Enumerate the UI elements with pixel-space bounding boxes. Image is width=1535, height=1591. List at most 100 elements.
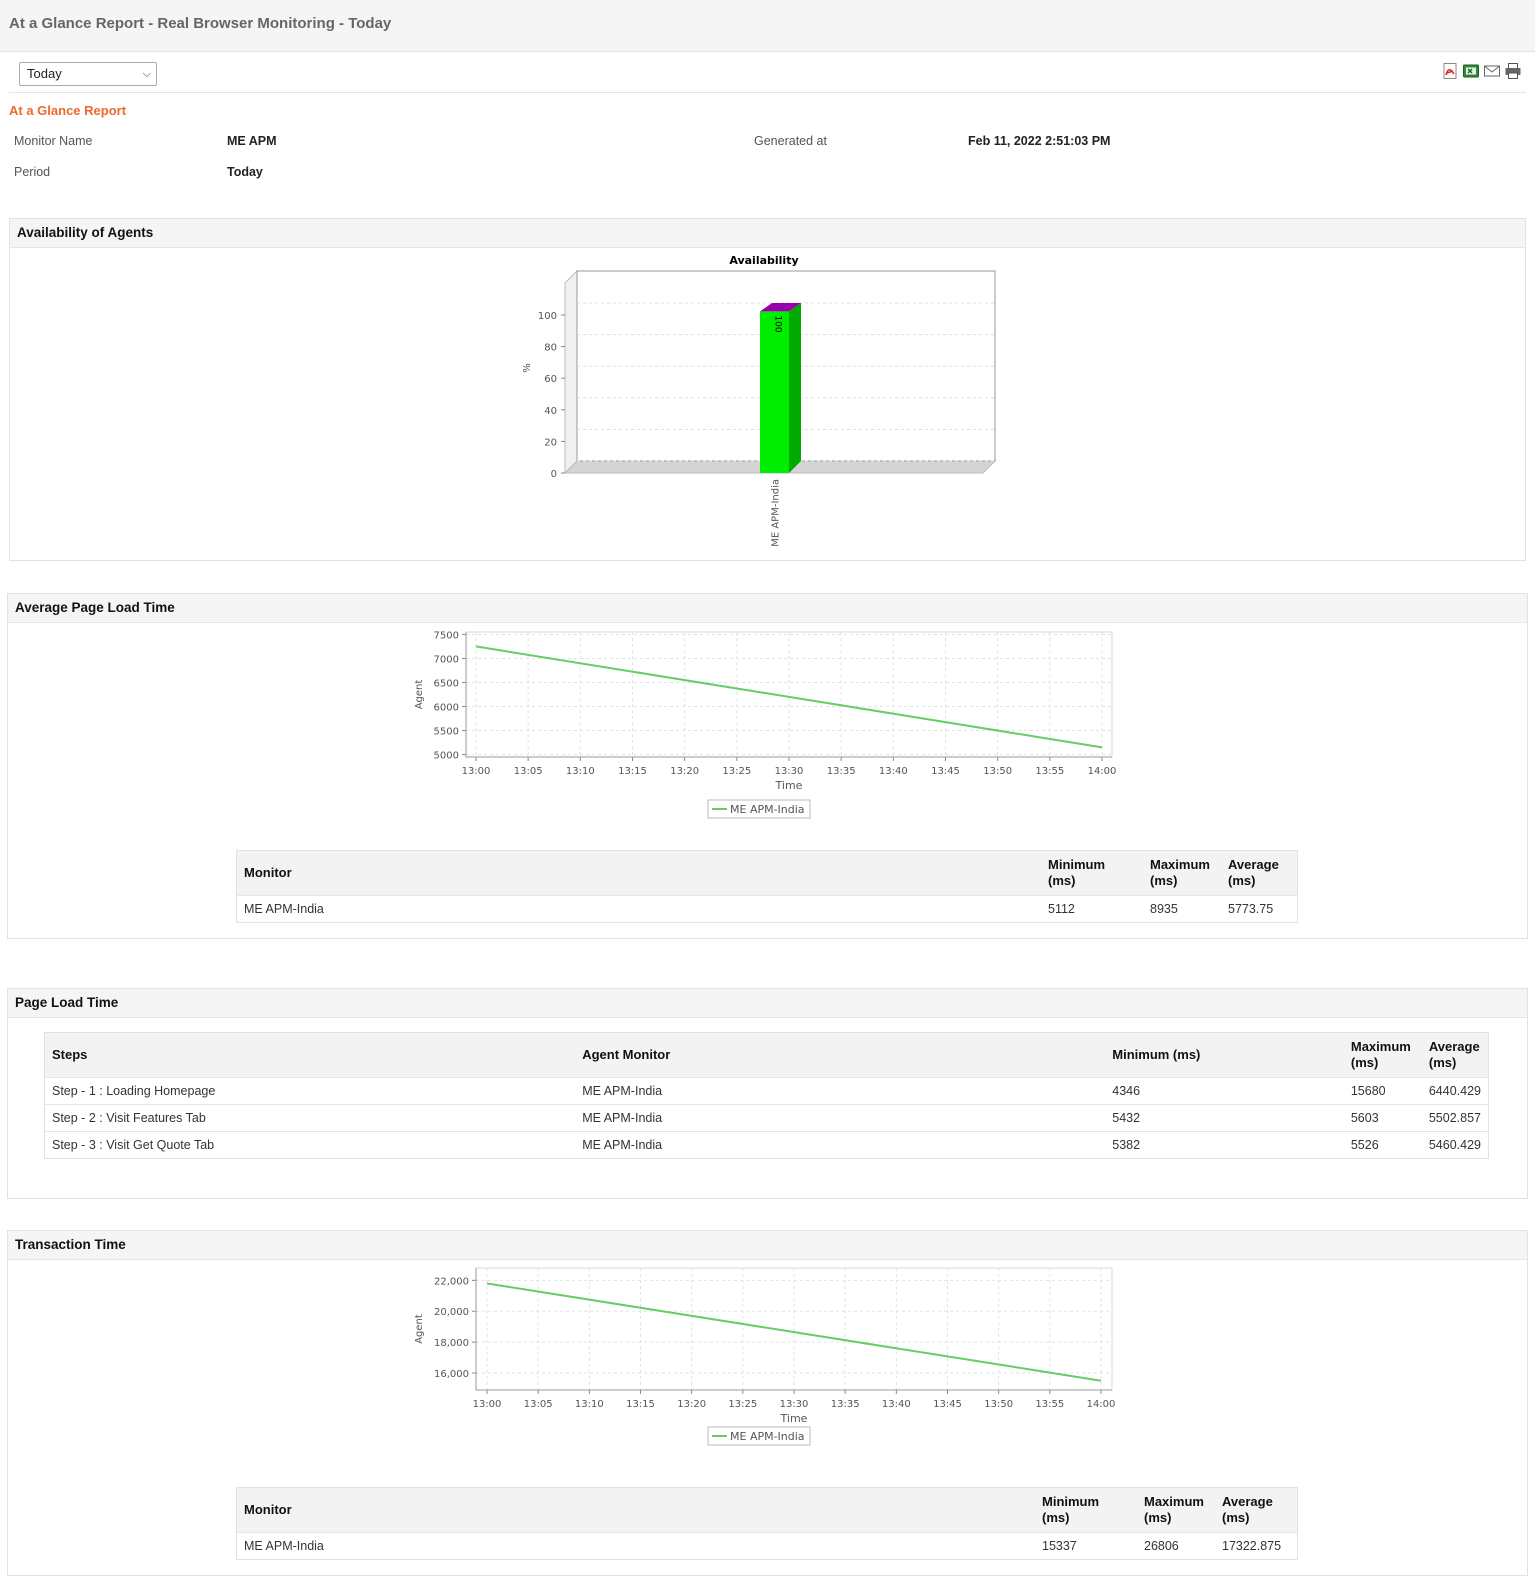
legend-box <box>707 799 811 819</box>
cell-step: Step - 2 : Visit Features Tab <box>44 1104 576 1132</box>
page-title: At a Glance Report - Real Browser Monito… <box>9 15 392 32</box>
y-axis-label: Agent <box>414 680 425 710</box>
export-icons <box>1441 62 1522 80</box>
x-tick-label: 13:10 <box>575 1399 604 1410</box>
x-tick-label: 13:15 <box>626 1399 655 1410</box>
print-icon[interactable] <box>1504 62 1522 80</box>
availability-section-title: Availability of Agents <box>10 219 1525 248</box>
table-row: Step - 2 : Visit Features Tab ME APM-Ind… <box>44 1104 1489 1132</box>
x-axis-label: Time <box>775 779 803 792</box>
x-tick-label: 13:40 <box>879 766 908 777</box>
y-tick-label: 7500 <box>434 630 459 641</box>
bar-data-label: 100 <box>773 315 783 332</box>
col-header-minimum: Minimum (ms) <box>1105 1032 1344 1078</box>
cell-agent-monitor: ME APM-India <box>575 1077 1106 1105</box>
col-header-maximum: Maximum (ms) <box>1343 1032 1422 1078</box>
y-tick-label: 18,000 <box>434 1338 469 1349</box>
x-tick-label: 13:45 <box>931 766 960 777</box>
y-tick-label: 22,000 <box>434 1276 469 1287</box>
x-category-label: ME APM-India <box>771 479 782 547</box>
col-header-average: Average (ms) <box>1421 1032 1489 1078</box>
cell-agent-monitor: ME APM-India <box>575 1131 1106 1159</box>
x-tick-label: 13:20 <box>670 766 699 777</box>
bar-side <box>789 303 801 473</box>
col-header-monitor: Monitor <box>236 1487 1035 1533</box>
table-row: Step - 3 : Visit Get Quote Tab ME APM-In… <box>44 1131 1489 1159</box>
page-load-table: Steps Agent Monitor Minimum (ms) Maximum… <box>44 1032 1489 1159</box>
excel-icon[interactable] <box>1462 62 1480 80</box>
avg-page-load-table: Monitor Minimum (ms) Maximum (ms) Averag… <box>236 850 1298 923</box>
bar-top <box>760 303 801 312</box>
col-header-minimum: Minimum (ms) <box>1041 850 1143 896</box>
availability-chart: Availability 0 20 40 60 80 100% 100 ME APM-India <box>522 254 997 547</box>
monitor-name-label: Monitor Name <box>14 134 93 148</box>
chart-side-wall <box>564 269 578 475</box>
col-header-maximum: Maximum (ms) <box>1137 1487 1215 1533</box>
chart-title: Availability <box>729 254 798 267</box>
transaction-time-table: Monitor Minimum (ms) Maximum (ms) Averag… <box>236 1487 1298 1560</box>
y-tick-label: 6000 <box>434 703 459 714</box>
cell-minimum: 5112 <box>1041 895 1143 923</box>
avg-page-load-section-title: Average Page Load Time <box>8 594 1527 623</box>
generated-at-value: Feb 11, 2022 2:51:03 PM <box>968 134 1111 148</box>
col-header-average: Average (ms) <box>1221 850 1298 896</box>
period-value: Today <box>227 165 263 179</box>
cell-average: 5773.75 <box>1221 895 1298 923</box>
table-row: ME APM-India 5112 8935 5773.75 <box>236 895 1298 923</box>
legend-label: ME APM-India <box>730 1430 805 1443</box>
col-header-maximum: Maximum (ms) <box>1143 850 1221 896</box>
cell-monitor: ME APM-India <box>236 1532 1035 1560</box>
series-line <box>475 645 1103 749</box>
x-tick-label: 13:05 <box>514 766 543 777</box>
cell-maximum: 26806 <box>1137 1532 1215 1560</box>
x-tick-label: 14:00 <box>1087 1399 1116 1410</box>
period-select-value: Today <box>27 66 62 81</box>
col-header-minimum: Minimum (ms) <box>1035 1487 1137 1533</box>
table-header-row: Steps Agent Monitor Minimum (ms) Maximum… <box>44 1032 1489 1078</box>
bar-front <box>760 311 789 473</box>
legend-box <box>707 1426 811 1446</box>
cell-average: 6440.429 <box>1421 1077 1489 1105</box>
x-tick-label: 13:05 <box>524 1399 553 1410</box>
period-label: Period <box>14 165 51 179</box>
email-icon[interactable] <box>1483 62 1501 80</box>
col-header-agent-monitor: Agent Monitor <box>575 1032 1106 1078</box>
y-tick-label: 7000 <box>434 654 459 665</box>
table-row: ME APM-India 15337 26806 17322.875 <box>236 1532 1298 1560</box>
y-tick-label: 6500 <box>434 678 459 689</box>
cell-average: 5502.857 <box>1421 1104 1489 1132</box>
y-tick-label: 0 <box>551 469 557 480</box>
x-tick-label: 13:15 <box>618 766 647 777</box>
cell-minimum: 15337 <box>1035 1532 1137 1560</box>
x-tick-label: 13:40 <box>882 1399 911 1410</box>
x-tick-label: 13:10 <box>566 766 595 777</box>
period-select[interactable]: Today ⌵ <box>19 62 157 86</box>
page-load-section-title: Page Load Time <box>8 989 1527 1018</box>
cell-minimum: 4346 <box>1105 1077 1344 1105</box>
cell-minimum: 5432 <box>1105 1104 1344 1132</box>
y-tick-label: 60 <box>544 374 557 385</box>
x-tick-label: 14:00 <box>1088 766 1117 777</box>
cell-monitor: ME APM-India <box>236 895 1041 923</box>
y-tick-label: 5500 <box>434 727 459 738</box>
y-tick-label: 40 <box>544 406 557 417</box>
y-tick-label: 80 <box>544 343 557 354</box>
y-tick-label: 5000 <box>434 751 459 762</box>
x-tick-label: 13:30 <box>775 766 804 777</box>
legend-label: ME APM-India <box>730 803 805 816</box>
cell-maximum: 8935 <box>1143 895 1221 923</box>
cell-step: Step - 3 : Visit Get Quote Tab <box>44 1131 576 1159</box>
report-toolbar: Today ⌵ <box>9 52 1526 93</box>
y-tick-label: 20,000 <box>434 1307 469 1318</box>
table-header-row: Monitor Minimum (ms) Maximum (ms) Averag… <box>236 1487 1298 1533</box>
transaction-time-section-title: Transaction Time <box>8 1231 1527 1260</box>
y-axis-label: Agent <box>414 1314 425 1344</box>
monitor-name-value: ME APM <box>227 134 277 148</box>
pdf-icon[interactable] <box>1441 62 1459 80</box>
title-bar: At a Glance Report - Real Browser Monito… <box>0 0 1535 52</box>
transaction-time-chart: 16,000 18,000 20,000 22,000 13:00 13:05 13:10 1… <box>414 1267 1116 1446</box>
x-axis-label: Time <box>780 1412 808 1425</box>
cell-minimum: 5382 <box>1105 1131 1344 1159</box>
generated-at-label: Generated at <box>754 134 827 148</box>
cell-maximum: 15680 <box>1343 1077 1422 1105</box>
